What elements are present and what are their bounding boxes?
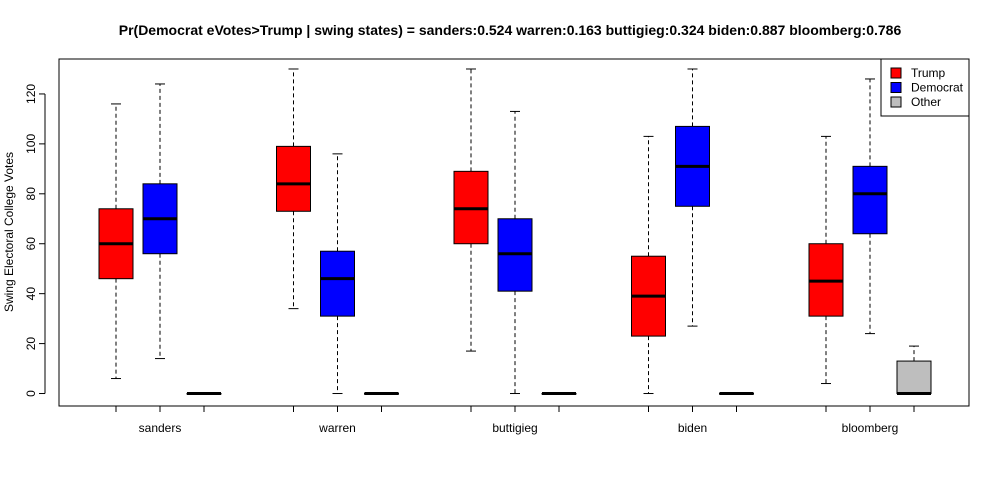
legend-label-democrat: Democrat — [911, 81, 964, 95]
y-tick-label: 120 — [24, 84, 38, 104]
y-tick-label: 100 — [24, 134, 38, 154]
box-body — [320, 250, 355, 317]
box-trump-warren — [276, 68, 311, 310]
x-tick-label-biden: biden — [678, 421, 707, 435]
y-tick-label: 0 — [24, 390, 38, 397]
box-other-warren — [364, 392, 399, 396]
y-tick-label: 40 — [24, 287, 38, 301]
y-tick-label: 80 — [24, 187, 38, 201]
box-trump-bloomberg — [808, 135, 844, 385]
x-tick-label-buttigieg: buttigieg — [492, 421, 537, 435]
box-trump-buttigieg — [453, 68, 489, 352]
box-democrat-biden — [675, 68, 710, 327]
box-body — [852, 165, 888, 235]
box-body — [896, 360, 932, 395]
x-tick-label-sanders: sanders — [139, 421, 182, 435]
y-tick-label: 20 — [24, 337, 38, 351]
box-democrat-buttigieg — [497, 110, 533, 395]
box-body — [276, 145, 311, 212]
box-other-bloomberg — [896, 345, 932, 396]
box-democrat-sanders — [142, 83, 178, 360]
legend-swatch-democrat — [890, 82, 902, 93]
y-tick-label: 60 — [24, 237, 38, 251]
box-other-sanders — [186, 392, 222, 396]
y-axis-label: Swing Electoral College Votes — [2, 152, 16, 312]
box-other-buttigieg — [541, 392, 577, 396]
box-democrat-warren — [320, 153, 355, 395]
legend-label-trump: Trump — [911, 66, 946, 80]
plot-area: 0 20 40 60 80 100 120 sanders warren buttigieg bid… — [24, 58, 970, 435]
x-tick-label-bloomberg: bloomberg — [842, 421, 899, 435]
x-tick-label-warren: warren — [318, 421, 356, 435]
legend-swatch-trump — [890, 67, 902, 79]
legend-label-other: Other — [911, 95, 941, 109]
chart-title: Pr(Democrat eVotes>Trump | swing states)… — [119, 22, 902, 38]
box-trump-biden — [631, 135, 666, 395]
box-trump-sanders — [98, 103, 134, 380]
box-other-biden — [719, 392, 754, 396]
box-democrat-bloomberg — [852, 78, 888, 335]
legend-swatch-other — [890, 96, 902, 108]
